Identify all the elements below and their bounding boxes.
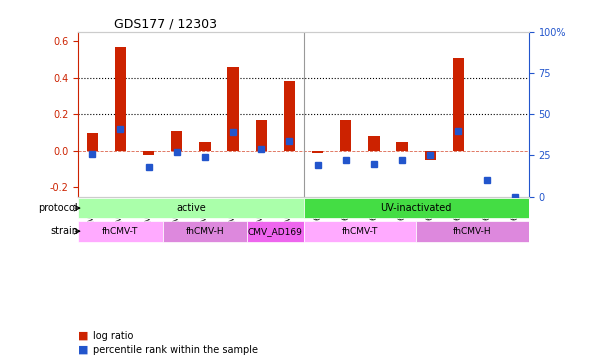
FancyBboxPatch shape: [304, 198, 529, 218]
Bar: [453, 58, 464, 151]
FancyBboxPatch shape: [78, 198, 304, 218]
Bar: [87, 132, 98, 151]
Bar: [255, 120, 267, 151]
Bar: [227, 67, 239, 151]
Text: active: active: [176, 203, 206, 213]
Bar: [340, 120, 352, 151]
Bar: [425, 151, 436, 160]
Bar: [171, 131, 182, 151]
Bar: [284, 81, 295, 151]
Text: GDS177 / 12303: GDS177 / 12303: [114, 18, 217, 31]
FancyBboxPatch shape: [78, 221, 163, 242]
FancyBboxPatch shape: [304, 221, 416, 242]
Text: ■: ■: [78, 331, 88, 341]
Text: percentile rank within the sample: percentile rank within the sample: [93, 345, 258, 355]
Text: UV-inactivated: UV-inactivated: [380, 203, 452, 213]
Text: CMV_AD169: CMV_AD169: [248, 227, 303, 236]
Text: fhCMV-T: fhCMV-T: [341, 227, 378, 236]
FancyBboxPatch shape: [163, 221, 247, 242]
Text: fhCMV-H: fhCMV-H: [453, 227, 492, 236]
Bar: [200, 142, 210, 151]
Bar: [397, 142, 407, 151]
FancyBboxPatch shape: [247, 221, 304, 242]
Text: strain: strain: [50, 226, 78, 236]
Text: ■: ■: [78, 345, 88, 355]
FancyBboxPatch shape: [416, 221, 529, 242]
Text: protocol: protocol: [38, 203, 78, 213]
Text: fhCMV-H: fhCMV-H: [186, 227, 224, 236]
Bar: [143, 151, 154, 155]
Text: log ratio: log ratio: [93, 331, 133, 341]
Bar: [312, 151, 323, 153]
Bar: [368, 136, 380, 151]
Bar: [115, 47, 126, 151]
Text: fhCMV-T: fhCMV-T: [102, 227, 139, 236]
